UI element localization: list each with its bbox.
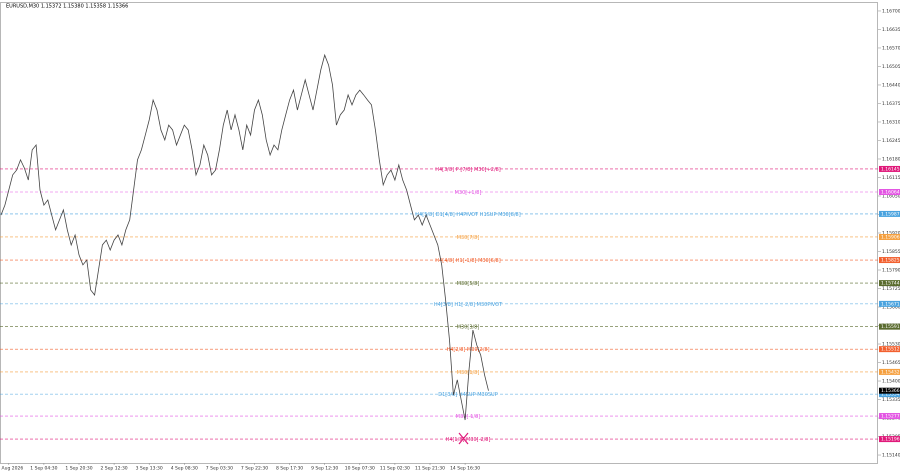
price-badge-label: 1.16064	[881, 190, 900, 196]
current-price-label: 1.15366	[881, 388, 900, 394]
level-label: M30[5/8]	[457, 281, 480, 287]
x-tick-label: 11 Sep 02:30	[380, 466, 410, 472]
price-badge	[879, 413, 900, 420]
level-label: M30[1/8]	[457, 370, 480, 376]
y-tick-label: 1.16180	[882, 156, 900, 162]
y-tick-label: 1.16310	[882, 119, 900, 125]
price-badge	[879, 436, 900, 443]
price-badge	[879, 189, 900, 196]
price-badge-label: 1.15987	[881, 211, 900, 217]
y-tick-label: 1.15530	[882, 342, 900, 348]
level-label: D1[3/8] H4SUP M30SUP	[438, 392, 497, 398]
price-badge	[879, 165, 900, 172]
y-tick-label: 1.15855	[882, 249, 900, 255]
y-tick-label: 1.16700	[882, 8, 900, 14]
y-tick-label: 1.15725	[882, 286, 900, 292]
plot-frame	[0, 2, 878, 464]
y-tick-label: 1.16375	[882, 101, 900, 107]
x-tick-label: 8 Sep 17:30	[276, 466, 303, 472]
price-badge-label: 1.15277	[881, 414, 900, 420]
price-badge-label: 1.15432	[881, 369, 900, 375]
y-tick-label: 1.16570	[882, 45, 900, 51]
price-badge	[879, 233, 900, 240]
y-tick-label: 1.15790	[882, 268, 900, 274]
level-label: H4[3/8] P-[7/8] M30[+2/8]	[435, 167, 501, 173]
level-label: M30[+1/8]	[455, 190, 482, 196]
cross-marker	[458, 432, 469, 445]
y-tick-label: 1.16440	[882, 82, 900, 88]
y-tick-label: 1.15660	[882, 305, 900, 311]
x-tick-label: 11 Sep 21:30	[415, 466, 445, 472]
price-line	[0, 53, 489, 421]
price-badge-label: 1.16145	[881, 166, 900, 172]
price-badge-label: 1.15825	[881, 258, 900, 264]
y-tick-label: 1.15920	[882, 231, 900, 237]
y-tick-label: 1.15335	[882, 397, 900, 403]
x-tick-label: 7 Sep 03:30	[206, 466, 233, 472]
y-tick-label: 1.16050	[882, 193, 900, 199]
x-tick-label: 1 Sep 20:30	[65, 466, 92, 472]
price-badge	[879, 280, 900, 287]
y-tick-label: 1.16635	[882, 27, 900, 33]
y-tick-label: 1.15465	[882, 360, 900, 366]
y-tick-label: 1.16245	[882, 138, 900, 144]
price-badge-label: 1.15906	[881, 234, 900, 240]
x-tick-label: 4 Sep 08:30	[171, 466, 198, 472]
y-tick-label: 1.16115	[882, 175, 900, 181]
price-badge-label: 1.15196	[881, 437, 900, 443]
price-badge	[879, 210, 900, 217]
level-label: H4[4/8] H1[-1/8] M30[6/8]	[435, 258, 500, 264]
y-tick-label: 1.16505	[882, 64, 900, 70]
y-tick-label: 1.15400	[882, 379, 900, 385]
level-label: H4[5/8] D1[4/8] H4PIVOT H1SUP M30[8/8]	[415, 212, 520, 218]
level-label: M30[7/8]	[457, 235, 480, 241]
x-tick-label: 10 Sep 07:30	[345, 466, 375, 472]
price-badge-label: 1.15671	[881, 301, 900, 307]
price-badge	[879, 368, 900, 375]
price-badge	[879, 300, 900, 307]
price-badge	[879, 346, 900, 353]
level-label: M30[-1/8]	[456, 414, 480, 420]
x-tick-label: 14 Sep 16:30	[450, 466, 480, 472]
price-badge-label: 1.15744	[881, 281, 900, 287]
price-badge	[879, 323, 900, 330]
x-tick-label: 2 Sep 12:30	[101, 466, 128, 472]
price-badge-label: 1.15354	[881, 392, 900, 398]
chart-title: EURUSD,M30 1.15372 1.15380 1.15358 1.153…	[6, 4, 128, 10]
level-label: H4[1/8] M30[-2/8]	[446, 437, 491, 443]
price-badge	[879, 257, 900, 264]
x-tick-label: 1 Sep 04:30	[30, 466, 57, 472]
x-tick-label: 3 Sep 13:30	[136, 466, 163, 472]
x-tick-label: 7 Sep 22:30	[241, 466, 268, 472]
price-badge-label: 1.15591	[881, 324, 900, 330]
x-tick-label: 31 Aug 2026	[0, 466, 23, 472]
level-label: H4[2/8] M30[2/8]	[446, 347, 489, 353]
level-label: H4[3/8] H1[-2/8] M30PIVOT	[434, 302, 503, 308]
level-label: M30[3/8]	[457, 325, 480, 331]
x-tick-label: 9 Sep 12:30	[311, 466, 338, 472]
y-tick-label: 1.15140	[882, 453, 900, 459]
current-price-badge	[879, 387, 900, 394]
price-badge-label: 1.15512	[881, 347, 900, 353]
price-badge	[879, 391, 900, 398]
